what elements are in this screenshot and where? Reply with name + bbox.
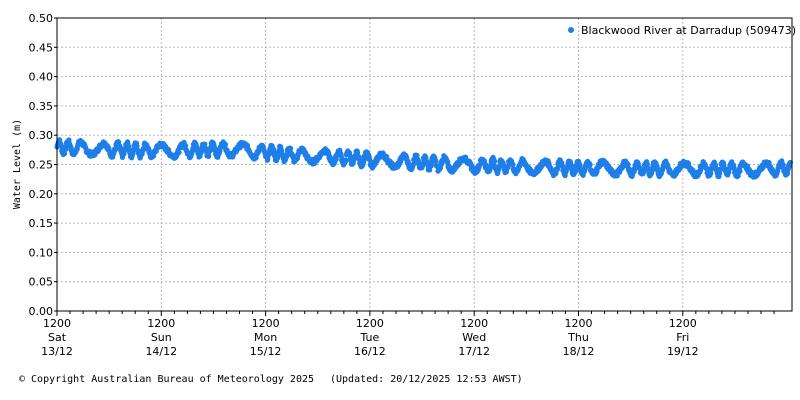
data-point: [113, 146, 119, 152]
data-point: [288, 145, 294, 151]
x-tick-label: Sun: [151, 331, 172, 344]
legend-marker: [568, 27, 574, 33]
x-tick-label: 1200: [356, 317, 384, 330]
x-tick-label: 13/12: [41, 345, 73, 358]
data-point: [650, 167, 656, 173]
y-tick-label: 0.15: [29, 217, 54, 230]
data-point: [625, 162, 631, 168]
y-axis: 0.00 0.05 0.10 0.15 0.20 0.25 0.30 0.35 0.40 0.45…: [29, 12, 57, 318]
data-point: [577, 162, 583, 168]
x-axis: 1200Sat13/121200Sun14/121200Mon15/121200…: [41, 311, 775, 358]
y-tick-label: 0.00: [29, 305, 54, 318]
data-point: [206, 153, 212, 159]
data-point: [505, 164, 511, 170]
data-point: [222, 141, 228, 147]
data-point: [343, 157, 349, 163]
x-tick-label: Sat: [48, 331, 67, 344]
y-tick-label: 0.25: [29, 159, 54, 172]
updated-timestamp: (Updated: 20/12/2025 12:53 AWST): [330, 374, 523, 385]
data-point: [491, 158, 498, 164]
data-point: [737, 168, 743, 174]
y-tick-label: 0.40: [29, 71, 54, 84]
x-tick-label: 14/12: [145, 345, 177, 358]
x-tick-label: 1200: [252, 317, 280, 330]
data-point: [433, 158, 439, 164]
y-tick-label: 0.30: [29, 129, 54, 142]
x-tick-label: 1200: [669, 317, 697, 330]
data-point: [62, 151, 68, 157]
legend: Blackwood River at Darradup (509473): [568, 24, 796, 37]
y-tick-label: 0.10: [29, 246, 54, 259]
x-tick-label: Fri: [676, 331, 689, 344]
y-tick-label: 0.20: [29, 188, 54, 201]
x-tick-label: Tue: [360, 331, 380, 344]
data-point: [126, 143, 132, 149]
x-tick-label: 15/12: [250, 345, 282, 358]
data-point: [717, 170, 723, 176]
x-tick-label: 1200: [460, 317, 488, 330]
data-point: [410, 161, 416, 167]
x-tick-label: 18/12: [563, 345, 595, 358]
x-tick-label: 1200: [147, 317, 175, 330]
copyright-text: © Copyright Australian Bureau of Meteoro…: [19, 374, 315, 385]
x-tick-label: 16/12: [354, 345, 386, 358]
data-point: [183, 143, 189, 149]
x-tick-label: Wed: [462, 331, 486, 344]
data-point: [565, 165, 571, 171]
y-tick-label: 0.50: [29, 12, 54, 25]
x-tick-label: 19/12: [667, 345, 699, 358]
y-tick-label: 0.05: [29, 276, 54, 289]
y-tick-label: 0.45: [29, 41, 54, 54]
x-tick-label: 1200: [565, 317, 593, 330]
y-axis-label: Water Level (m): [12, 119, 23, 209]
series-points: [54, 137, 794, 180]
y-tick-label: 0.35: [29, 100, 54, 113]
x-tick-label: 17/12: [458, 345, 490, 358]
data-point: [510, 162, 516, 168]
x-tick-label: Thu: [567, 331, 589, 344]
data-point: [176, 150, 182, 156]
x-tick-label: 1200: [43, 317, 71, 330]
legend-label: Blackwood River at Darradup (509473): [581, 24, 796, 37]
x-tick-label: Mon: [254, 331, 277, 344]
data-point: [355, 150, 361, 156]
data-point: [587, 162, 593, 168]
